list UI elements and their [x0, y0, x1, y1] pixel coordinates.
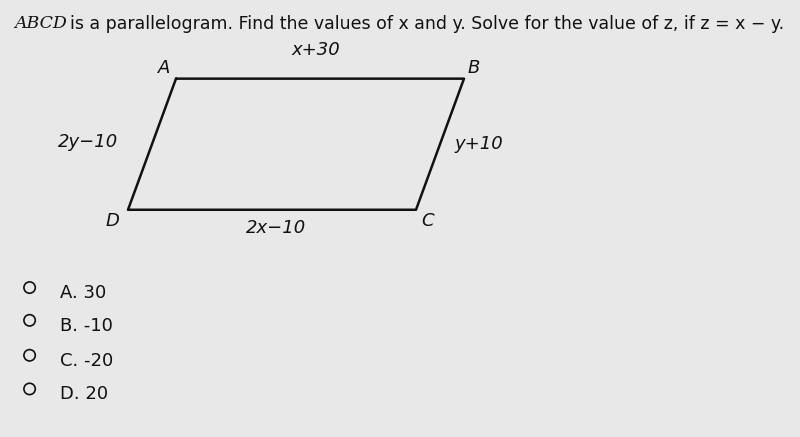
Text: D: D: [105, 212, 119, 230]
Text: y+10: y+10: [454, 135, 503, 153]
Text: A. 30: A. 30: [60, 284, 106, 302]
Text: is a parallelogram. Find the values of x and y. Solve for the value of z, if z =: is a parallelogram. Find the values of x…: [70, 15, 785, 33]
Text: B: B: [467, 59, 480, 77]
Text: 2y−10: 2y−10: [58, 133, 118, 151]
Text: C: C: [422, 212, 434, 230]
Text: C. -20: C. -20: [60, 351, 114, 370]
Text: ABCD: ABCD: [14, 15, 67, 32]
Text: B. -10: B. -10: [60, 316, 113, 335]
Text: A: A: [158, 59, 170, 77]
Text: D. 20: D. 20: [60, 385, 108, 403]
Text: x+30: x+30: [292, 41, 340, 59]
Text: 2x−10: 2x−10: [246, 219, 306, 237]
